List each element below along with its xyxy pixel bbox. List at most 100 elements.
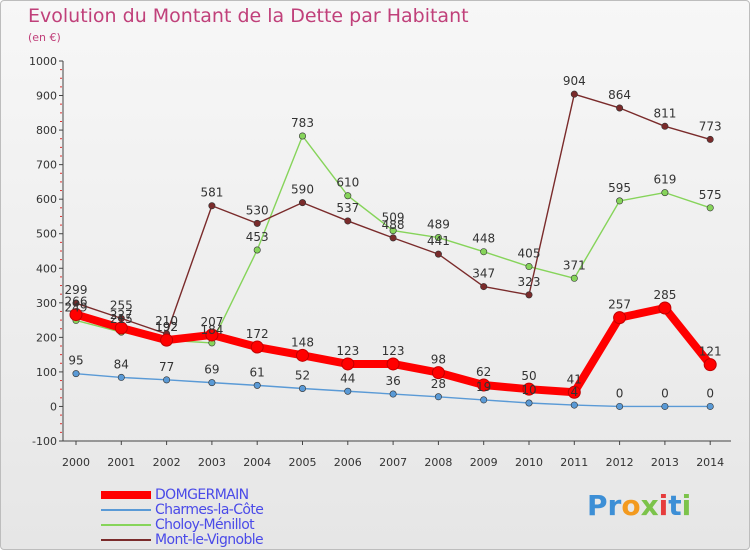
brand-letter: x <box>640 489 659 522</box>
x-tick-label: 2003 <box>198 456 226 469</box>
data-label: 50 <box>521 369 536 383</box>
x-tick-label: 2001 <box>107 456 135 469</box>
data-label: 210 <box>155 314 178 328</box>
data-label: 537 <box>336 201 359 215</box>
data-label: 489 <box>427 218 450 232</box>
data-label: 192 <box>155 320 178 334</box>
data-label: 509 <box>382 211 405 225</box>
data-point <box>208 379 216 387</box>
data-label: 184 <box>200 323 223 337</box>
data-point <box>480 283 488 291</box>
data-point <box>253 381 261 389</box>
data-point <box>386 357 400 371</box>
brand-letter: i <box>658 489 669 522</box>
data-label: 595 <box>608 181 631 195</box>
legend-swatch <box>101 508 151 511</box>
data-label: 441 <box>427 234 450 248</box>
data-label: 347 <box>472 267 495 281</box>
data-point <box>616 104 624 112</box>
data-label: 123 <box>382 344 405 358</box>
data-label: 864 <box>608 88 631 102</box>
brand-letter: P <box>587 489 608 522</box>
data-point <box>434 234 442 242</box>
data-point <box>570 90 578 98</box>
legend-item: Charmes-la-Côte <box>101 502 264 518</box>
data-point <box>525 399 533 407</box>
data-point <box>344 192 352 200</box>
data-label: 266 <box>65 295 88 309</box>
data-label: 44 <box>340 371 355 385</box>
data-point <box>525 291 533 299</box>
legend-label: Choloy-Ménillot <box>155 516 255 533</box>
legend-label: Mont-le-Vignoble <box>155 531 264 548</box>
x-tick-label: 2014 <box>696 456 724 469</box>
data-point <box>298 384 306 392</box>
data-label: 95 <box>68 354 83 368</box>
brand-letter: i <box>681 489 692 522</box>
data-point <box>389 390 397 398</box>
y-tick-label: 700 <box>36 159 57 172</box>
data-label: 590 <box>291 183 314 197</box>
data-label: 28 <box>431 377 446 391</box>
y-tick-label: -100 <box>32 435 57 448</box>
x-tick-label: 2008 <box>424 456 452 469</box>
y-tick-label: 600 <box>36 193 57 206</box>
x-tick-label: 2013 <box>651 456 679 469</box>
y-tick-label: 200 <box>36 331 57 344</box>
data-point <box>163 376 171 384</box>
data-point <box>661 122 669 130</box>
data-label: 405 <box>518 247 541 261</box>
data-point <box>431 366 445 380</box>
chart-legend: DOMGERMAIN Charmes-la-Côte Choloy-Ménillot… <box>101 487 264 548</box>
data-label: 36 <box>385 374 400 388</box>
x-tick-label: 2010 <box>515 456 543 469</box>
data-point <box>344 387 352 395</box>
data-label: 84 <box>114 357 129 371</box>
y-tick-label: 0 <box>50 400 57 413</box>
data-label: 619 <box>653 173 676 187</box>
data-label: 227 <box>110 308 133 322</box>
data-point <box>570 401 578 409</box>
y-tick-label: 100 <box>36 366 57 379</box>
brand-letter: r <box>607 489 622 522</box>
data-label: 148 <box>291 335 314 349</box>
data-label: 299 <box>65 283 88 297</box>
data-label: 0 <box>616 386 624 400</box>
x-tick-label: 2006 <box>334 456 362 469</box>
y-tick-label: 800 <box>36 124 57 137</box>
data-point <box>703 358 717 372</box>
data-point <box>253 246 261 254</box>
data-label: 77 <box>159 360 174 374</box>
x-tick-label: 2009 <box>470 456 498 469</box>
data-point <box>296 348 309 362</box>
data-point <box>661 189 669 197</box>
data-point <box>434 250 442 258</box>
data-label: 488 <box>382 218 405 232</box>
data-label: 448 <box>472 232 495 246</box>
data-point <box>616 402 624 410</box>
data-point <box>114 321 128 335</box>
data-point <box>570 274 578 282</box>
data-point <box>525 263 533 271</box>
data-label: 52 <box>295 368 310 382</box>
data-point <box>298 132 306 140</box>
x-tick-label: 2012 <box>606 456 634 469</box>
data-label: 123 <box>336 344 359 358</box>
data-point <box>706 204 714 212</box>
data-point <box>69 308 83 322</box>
data-point <box>480 396 488 404</box>
legend-item: DOMGERMAIN <box>101 487 263 503</box>
data-label: 172 <box>246 327 269 341</box>
y-tick-label: 1000 <box>29 55 57 68</box>
data-label: 10 <box>521 383 536 397</box>
data-point <box>341 357 355 371</box>
data-label: 41 <box>567 372 582 386</box>
brand-letter: o <box>621 489 641 522</box>
data-point <box>253 219 261 227</box>
data-point <box>477 378 491 392</box>
data-point <box>616 197 624 205</box>
data-label: 0 <box>661 386 669 400</box>
data-label: 610 <box>336 176 359 190</box>
